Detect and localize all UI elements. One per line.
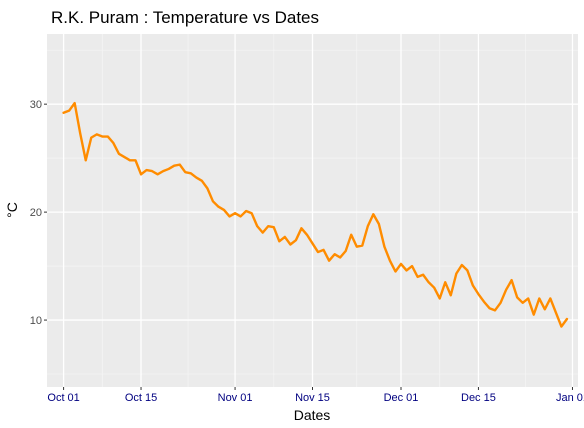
- y-tick-label: 20: [30, 207, 42, 219]
- x-tick-label: Oct 15: [125, 392, 157, 404]
- gridlines: [47, 34, 578, 387]
- x-tick-label: Nov 15: [295, 392, 330, 404]
- x-tick-label: Oct 01: [47, 392, 79, 404]
- x-axis-title: Dates: [294, 407, 331, 423]
- x-tick-label: Dec 15: [461, 392, 496, 404]
- series-layer: [62, 101, 569, 328]
- x-tick-label: Jan 01: [556, 392, 584, 404]
- x-axis-ticks: Oct 01 Oct 15 Nov 01 Nov 15 Dec 01 Dec 15 Jan …: [47, 387, 584, 404]
- y-axis-ticks: 10 20 30: [30, 99, 47, 327]
- y-tick-label: 30: [30, 99, 42, 111]
- y-axis-title: °C: [4, 202, 20, 218]
- x-tick-label: Nov 01: [218, 392, 253, 404]
- y-tick-label: 10: [30, 315, 42, 327]
- x-tick-label: Dec 01: [384, 392, 419, 404]
- series-line-0: [62, 101, 569, 328]
- chart-title: R.K. Puram : Temperature vs Dates: [51, 8, 319, 27]
